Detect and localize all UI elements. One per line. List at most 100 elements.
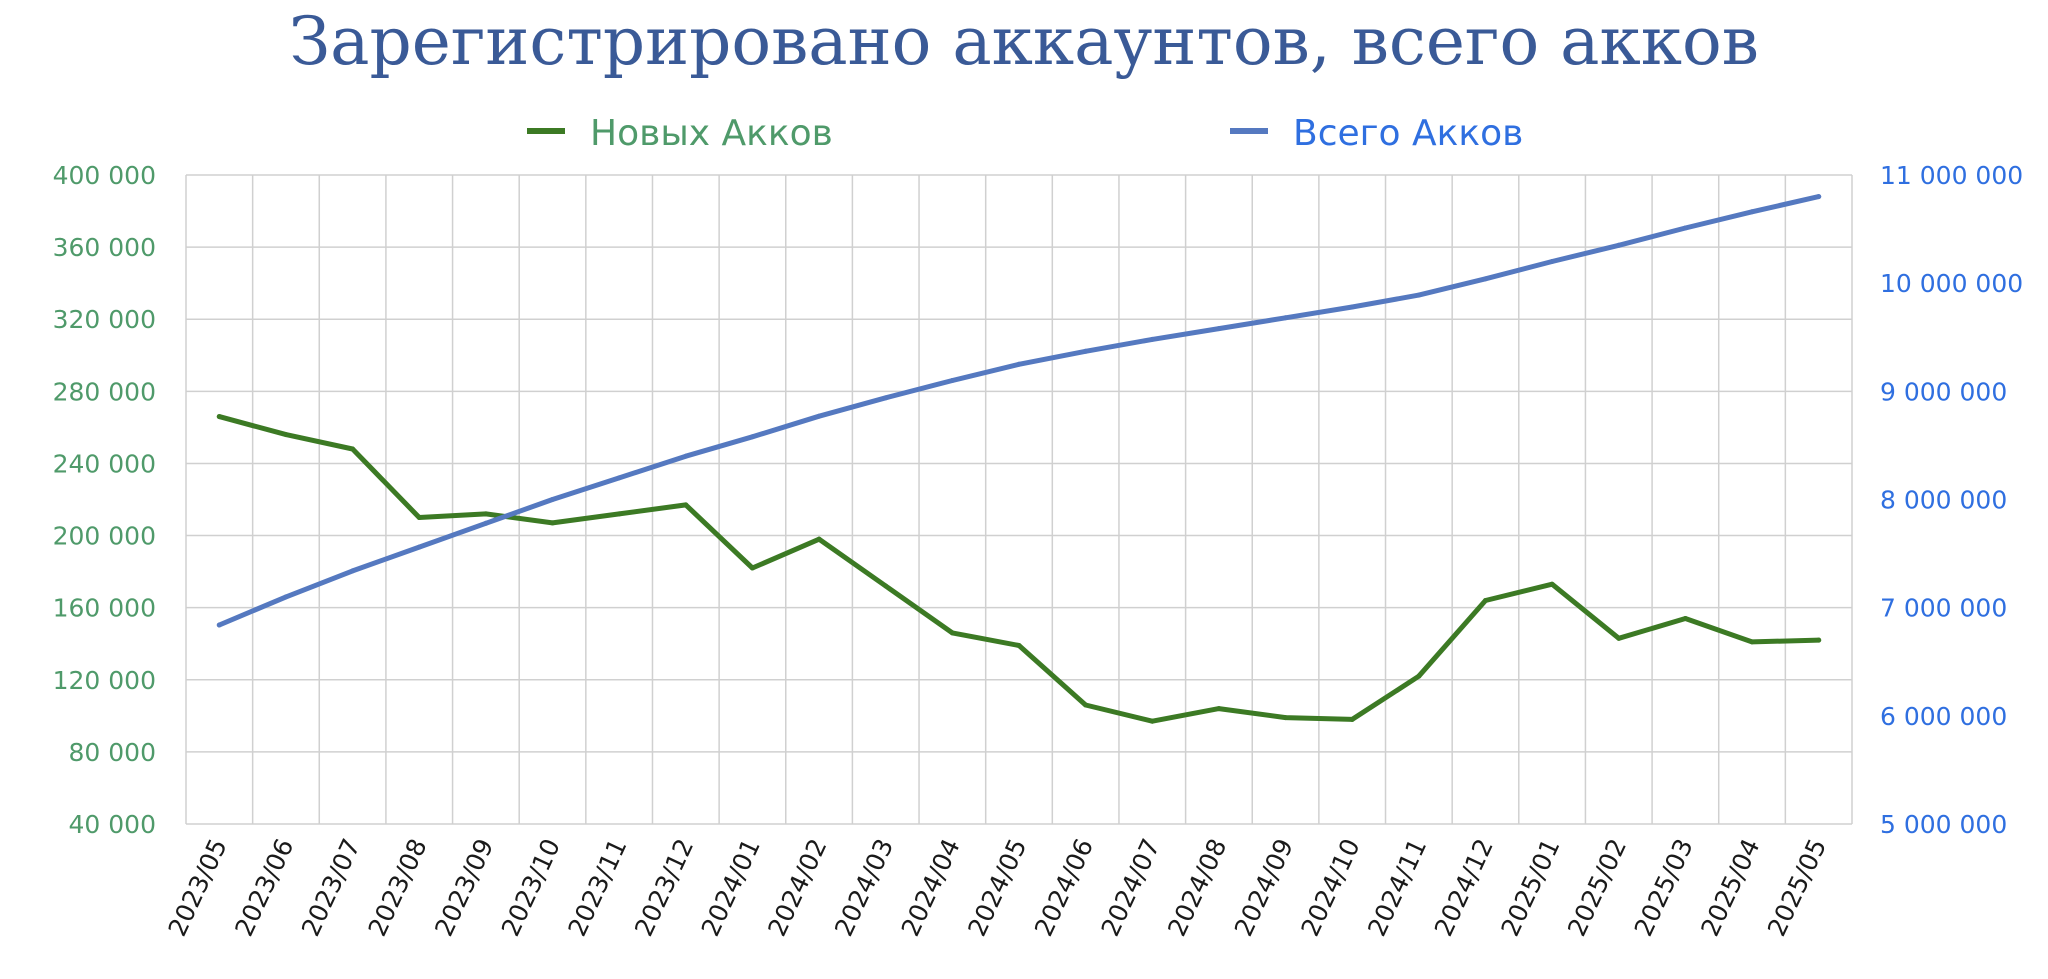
data-point-new	[816, 536, 822, 542]
right-axis: 5 000 000 6 000 000 7 000 000 8 000 000 9 00…	[1880, 161, 2023, 839]
data-point-new	[1083, 702, 1089, 708]
data-point-new	[1216, 706, 1222, 712]
data-point-total	[350, 568, 356, 574]
data-point-new	[683, 502, 689, 508]
data-point-new	[1749, 639, 1755, 645]
left-tick-label: 240 000	[53, 449, 156, 478]
data-point-total	[1482, 276, 1488, 282]
legend-label-total: Всего Акков	[1293, 113, 1523, 154]
data-point-total	[1283, 315, 1289, 321]
x-tick-label: 2023/12	[629, 834, 699, 940]
x-tick-label: 2024/11	[1362, 834, 1432, 940]
data-point-total	[1083, 348, 1089, 354]
right-tick-label: 9 000 000	[1880, 377, 2007, 406]
data-point-total	[616, 475, 622, 481]
x-tick-label: 2024/06	[1029, 834, 1099, 940]
left-axis: 40 000 80 000 120 000 160 000 200 000 240 000…	[53, 161, 156, 839]
data-point-new	[1682, 615, 1688, 621]
x-tick-label: 2023/11	[562, 834, 632, 940]
left-tick-label: 120 000	[53, 666, 156, 695]
x-tick-label: 2024/12	[1429, 834, 1499, 940]
x-tick-label: 2024/05	[962, 834, 1032, 940]
data-point-new	[1016, 643, 1022, 649]
data-point-total	[416, 544, 422, 550]
data-point-new	[1549, 581, 1555, 587]
x-tick-label: 2023/07	[296, 834, 366, 940]
x-tick-label: 2024/07	[1096, 834, 1166, 940]
data-point-total	[216, 622, 222, 628]
left-tick-label: 40 000	[69, 810, 156, 839]
right-tick-label: 8 000 000	[1880, 486, 2007, 515]
data-point-new	[1482, 597, 1488, 603]
x-tick-label: 2025/05	[1762, 834, 1832, 940]
x-tick-label: 2024/03	[829, 834, 899, 940]
x-tick-label: 2025/02	[1562, 834, 1632, 940]
data-point-total	[1616, 242, 1622, 248]
x-tick-label: 2025/04	[1695, 834, 1765, 940]
left-tick-label: 80 000	[69, 738, 156, 767]
x-tick-label: 2023/09	[429, 834, 499, 940]
series-layer	[216, 194, 1822, 724]
data-point-new	[749, 565, 755, 571]
data-point-total	[483, 520, 489, 526]
x-tick-label: 2024/09	[1229, 834, 1299, 940]
left-tick-label: 160 000	[53, 594, 156, 623]
x-tick-label: 2024/08	[1162, 834, 1232, 940]
x-tick-label: 2023/10	[496, 834, 566, 940]
left-tick-label: 360 000	[53, 233, 156, 262]
x-tick-label: 2024/04	[896, 834, 966, 940]
left-tick-label: 200 000	[53, 522, 156, 551]
data-point-new	[1149, 718, 1155, 724]
x-tick-label: 2025/03	[1629, 834, 1699, 940]
right-tick-label: 10 000 000	[1880, 269, 2023, 298]
data-point-new	[483, 511, 489, 517]
data-point-total	[683, 453, 689, 459]
data-point-new	[949, 630, 955, 636]
data-point-total	[550, 497, 556, 502]
right-tick-label: 7 000 000	[1880, 594, 2007, 623]
data-point-total	[1349, 304, 1355, 310]
legend: Новых Акков Всего Акков	[527, 113, 1523, 154]
x-tick-label: 2023/08	[363, 834, 433, 940]
data-point-new	[350, 446, 356, 452]
data-point-new	[416, 515, 422, 521]
data-point-new	[1616, 635, 1622, 641]
data-point-new	[1349, 716, 1355, 722]
data-point-new	[1283, 715, 1289, 721]
data-point-total	[816, 413, 822, 419]
grid	[185, 174, 1853, 825]
data-point-new	[616, 511, 622, 517]
data-point-total	[1016, 361, 1022, 367]
data-point-total	[883, 395, 889, 401]
data-point-total	[283, 594, 289, 600]
data-point-total	[1216, 326, 1222, 332]
x-tick-label: 2023/06	[229, 834, 299, 940]
legend-label-new: Новых Акков	[590, 113, 833, 154]
data-point-new	[283, 432, 289, 438]
left-tick-label: 320 000	[53, 305, 156, 334]
data-point-total	[1682, 225, 1688, 231]
data-point-total	[1749, 209, 1755, 215]
data-point-new	[883, 583, 889, 589]
x-tick-label: 2024/10	[1295, 834, 1365, 940]
right-tick-label: 6 000 000	[1880, 702, 2007, 731]
data-point-new	[550, 520, 556, 526]
data-point-new	[216, 414, 222, 420]
data-point-total	[1149, 336, 1155, 342]
data-point-new	[1416, 673, 1422, 679]
data-point-total	[1416, 292, 1422, 298]
x-tick-label: 2024/01	[696, 834, 766, 940]
series-line-total	[216, 194, 1822, 628]
x-tick-label: 2023/05	[163, 834, 233, 940]
data-point-total	[1816, 194, 1822, 200]
data-point-total	[1549, 259, 1555, 265]
data-point-new	[1816, 637, 1822, 643]
data-point-total	[749, 434, 755, 440]
right-tick-label: 5 000 000	[1880, 810, 2007, 839]
left-tick-label: 280 000	[53, 377, 156, 406]
left-tick-label: 400 000	[53, 161, 156, 190]
data-point-total	[949, 378, 955, 384]
series-line-new	[216, 414, 1822, 724]
x-tick-label: 2024/02	[762, 834, 832, 940]
